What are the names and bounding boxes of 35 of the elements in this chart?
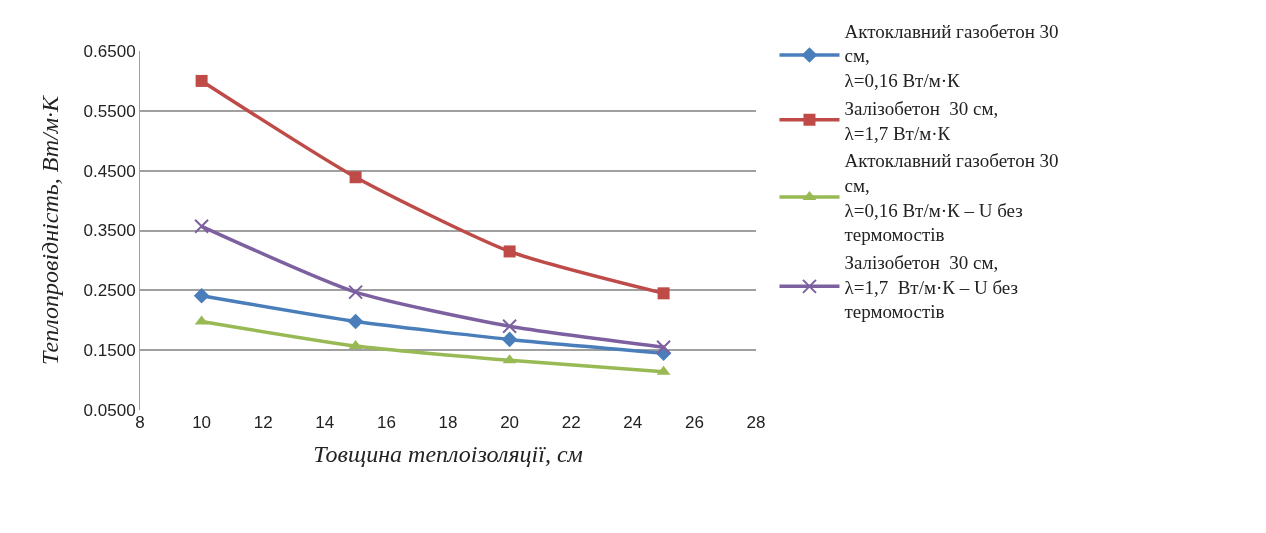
y-tick-label: 0.2500: [83, 281, 136, 301]
x-tick-label: 26: [684, 413, 704, 432]
y-tick-label: 0.0500: [83, 400, 136, 420]
point: [348, 284, 364, 300]
y-tick-label: 0.3500: [83, 221, 136, 241]
legend-label: Актоклавний газобетон 30 см, λ=0,16 Вт/м·К – U без термомостів: [844, 150, 1059, 246]
legend-label: Актоклавний газобетон 30 см, λ=0,16 Вт/м·К: [844, 20, 1059, 92]
x-tick-label: 24: [623, 413, 643, 432]
y-tick-label: 0.5500: [83, 101, 136, 121]
legend-label: Залізобетон 30 см, λ=1,7 Вт/м·К: [844, 97, 999, 144]
y-tick-label: 0.4500: [83, 161, 136, 181]
point: [501, 331, 518, 348]
x-axis-title: Товщина теплоізоляції, см: [313, 441, 583, 468]
y-axis-title: Теплопровідність, Вт/м·К: [36, 94, 63, 365]
x-tick-label: 20: [500, 413, 520, 432]
y-tick-label: 0.6500: [83, 41, 136, 61]
point: [503, 245, 516, 258]
point: [194, 218, 210, 234]
point: [349, 171, 362, 184]
x-tick-label: 8: [135, 413, 145, 432]
legend-label: Залізобетон 30 см, λ=1,7 Вт/м·К – U без термомостів: [844, 252, 1018, 323]
x-tick-label: 22: [561, 413, 581, 432]
x-tick-label: 18: [438, 413, 458, 432]
x-tick-label: 10: [192, 413, 212, 432]
x-tick-label: 12: [253, 413, 273, 432]
x-tick-label: 14: [315, 413, 335, 432]
point: [193, 287, 210, 304]
point: [656, 339, 672, 355]
x-tick-label: 16: [376, 413, 396, 432]
point: [657, 287, 670, 300]
y-tick-label: 0.1500: [83, 341, 136, 361]
point: [502, 318, 518, 334]
x-tick-label: 28: [746, 413, 766, 432]
point: [195, 74, 208, 87]
point: [347, 313, 364, 330]
